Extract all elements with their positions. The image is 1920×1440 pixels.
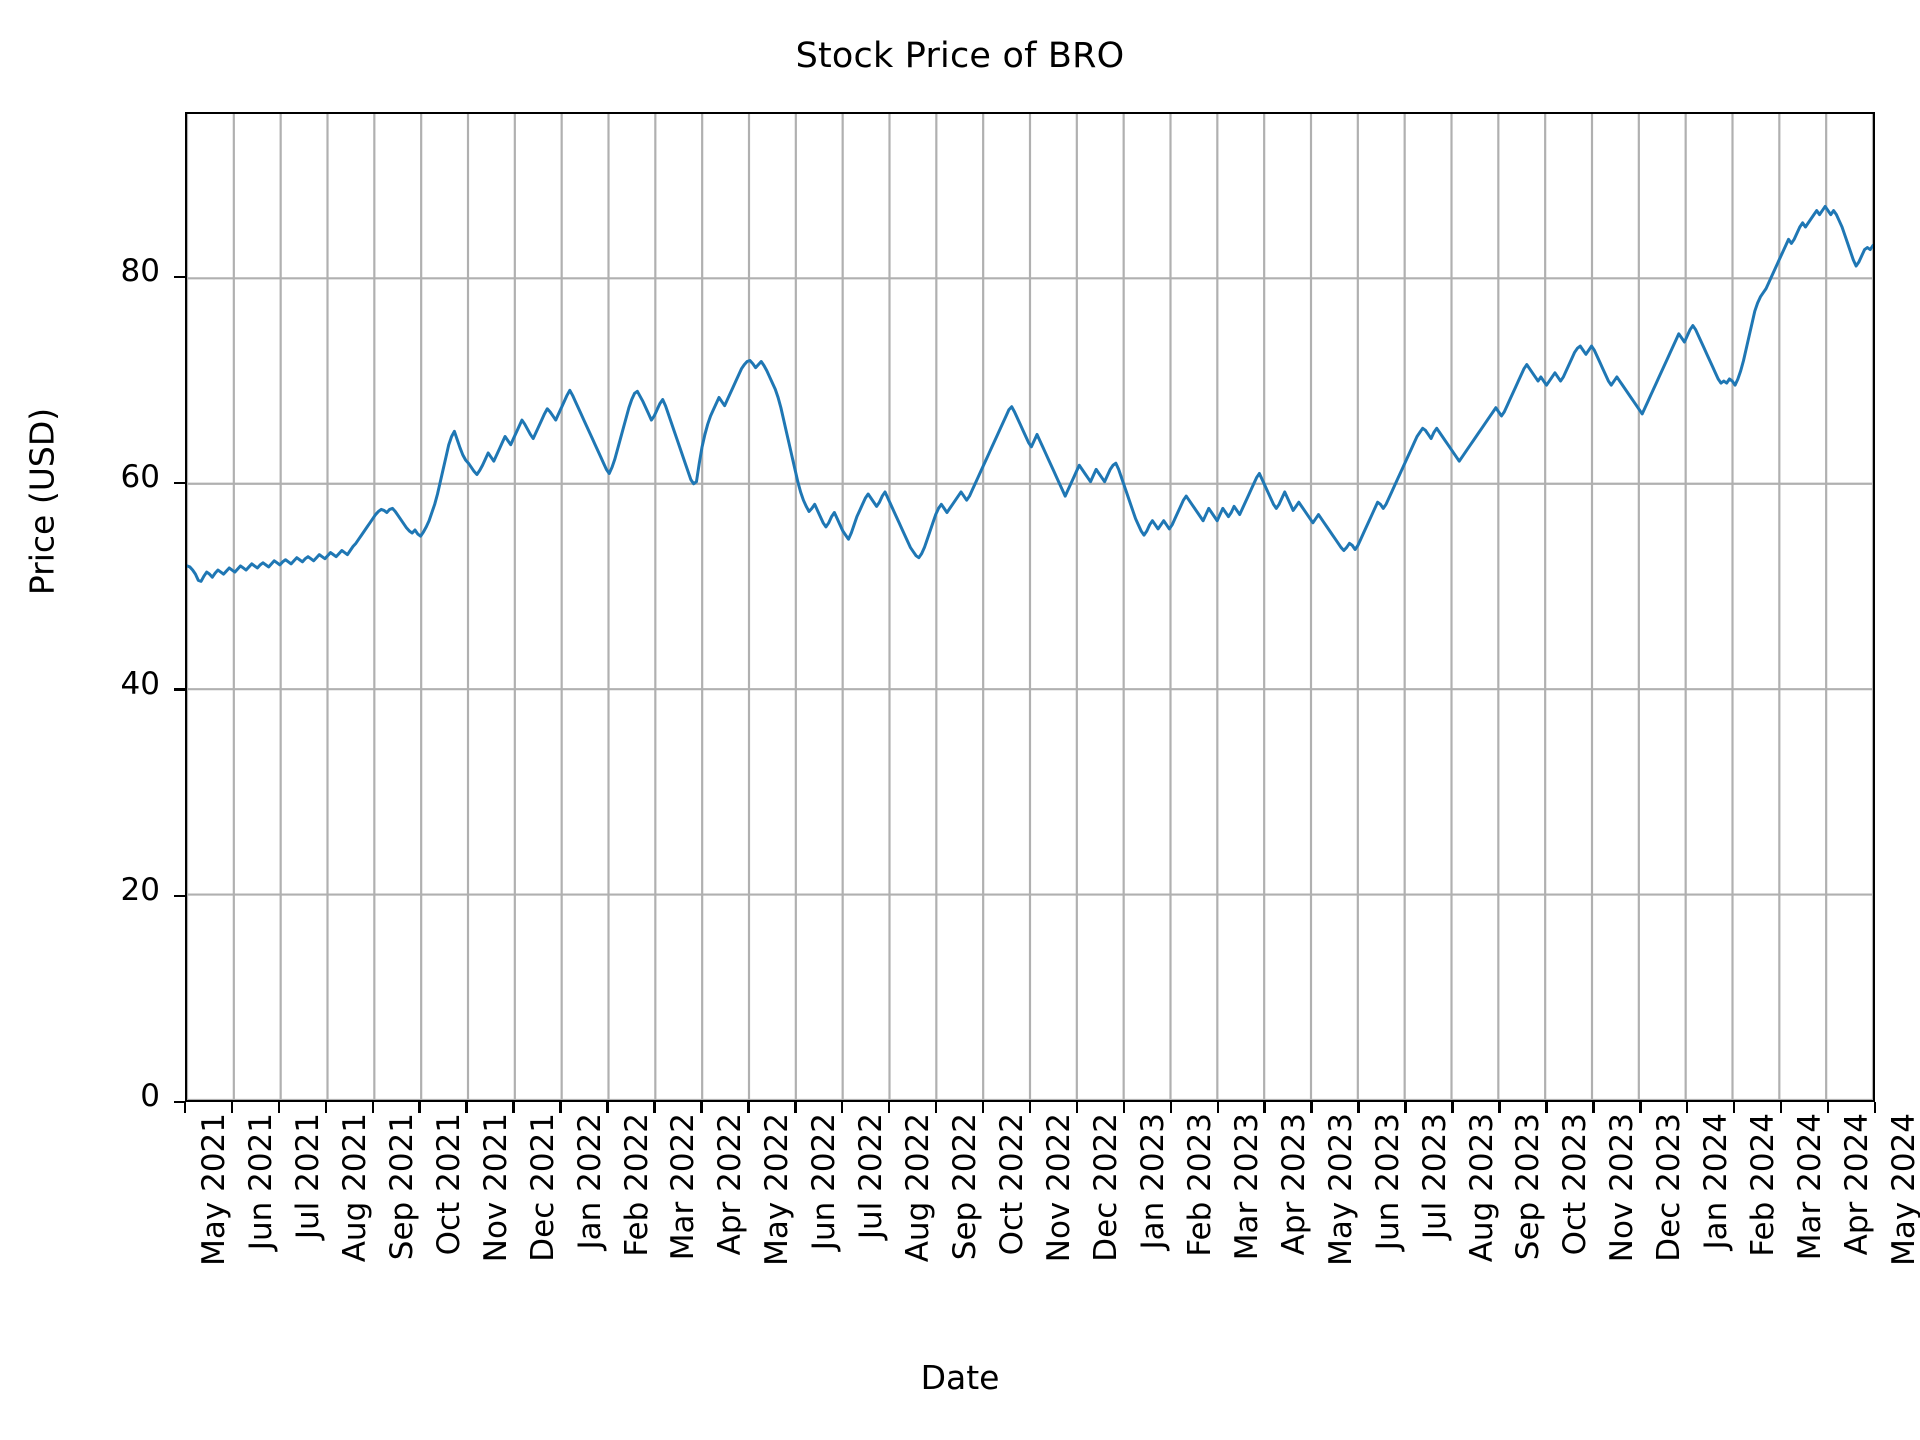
- y-tick-label: 80: [120, 253, 160, 289]
- x-tick-mark: [183, 1102, 187, 1113]
- x-tick-mark: [371, 1102, 375, 1113]
- x-tick-label: Jul 2022: [853, 1113, 890, 1240]
- x-tick-label: Jan 2023: [1134, 1113, 1171, 1250]
- x-tick-label: Mar 2023: [1228, 1113, 1265, 1261]
- x-tick-mark: [418, 1102, 421, 1113]
- x-tick-label: May 2022: [759, 1113, 796, 1266]
- x-tick-label: Jun 2022: [806, 1113, 843, 1251]
- x-tick-mark: [1310, 1102, 1313, 1113]
- x-tick-label: May 2023: [1322, 1113, 1359, 1266]
- x-tick-label: Aug 2023: [1463, 1113, 1500, 1263]
- x-tick-mark: [1451, 1102, 1454, 1113]
- x-tick-mark: [1028, 1102, 1032, 1113]
- x-tick-label: Jun 2023: [1369, 1113, 1406, 1251]
- x-tick-label: Aug 2021: [336, 1113, 373, 1263]
- x-tick-mark: [1873, 1102, 1877, 1113]
- x-tick-mark: [1732, 1102, 1736, 1113]
- x-tick-label: Jan 2022: [571, 1113, 608, 1250]
- x-tick-mark: [1169, 1102, 1173, 1113]
- x-tick-label: Nov 2022: [1041, 1113, 1077, 1263]
- x-tick-label: Mar 2022: [665, 1113, 702, 1261]
- grid-lines: [187, 114, 1873, 1100]
- x-tick-mark: [747, 1102, 750, 1113]
- x-tick-mark: [1545, 1102, 1548, 1113]
- y-tick-mark: [174, 1100, 185, 1104]
- x-tick-mark: [1498, 1102, 1501, 1113]
- y-tick-mark: [174, 481, 185, 485]
- x-tick-mark: [1779, 1102, 1783, 1113]
- price-line-series: [187, 204, 1873, 583]
- x-tick-label: Apr 2022: [712, 1113, 749, 1256]
- x-tick-mark: [1826, 1102, 1830, 1113]
- x-tick-mark: [1122, 1102, 1126, 1113]
- x-tick-label: Sep 2023: [1510, 1113, 1547, 1261]
- x-tick-label: Mar 2024: [1792, 1113, 1829, 1261]
- x-tick-mark: [1685, 1102, 1689, 1113]
- x-tick-label: May 2024: [1886, 1113, 1920, 1266]
- x-tick-label: May 2021: [196, 1113, 232, 1266]
- x-tick-label: Sep 2022: [947, 1113, 984, 1261]
- x-tick-label: Feb 2022: [618, 1113, 655, 1257]
- x-tick-label: Jul 2023: [1416, 1113, 1453, 1240]
- x-tick-label: Nov 2021: [477, 1113, 514, 1263]
- x-tick-mark: [1639, 1102, 1642, 1113]
- x-tick-label: Oct 2021: [430, 1113, 467, 1256]
- x-tick-label: Apr 2023: [1275, 1113, 1312, 1256]
- y-tick-mark: [174, 894, 185, 898]
- x-tick-label: Oct 2022: [994, 1113, 1031, 1256]
- x-tick-mark: [981, 1102, 985, 1113]
- x-tick-label: Oct 2023: [1557, 1113, 1594, 1256]
- x-tick-mark: [887, 1102, 891, 1113]
- y-tick-label: 0: [140, 1078, 160, 1114]
- x-tick-mark: [465, 1102, 468, 1113]
- x-tick-label: Jan 2024: [1698, 1113, 1735, 1250]
- x-tick-mark: [794, 1102, 797, 1113]
- x-tick-label: Aug 2022: [900, 1113, 937, 1263]
- x-tick-mark: [653, 1102, 656, 1113]
- x-tick-mark: [934, 1102, 938, 1113]
- x-tick-mark: [230, 1102, 234, 1113]
- x-tick-label: Jun 2021: [242, 1113, 279, 1251]
- x-tick-label: Sep 2021: [383, 1113, 420, 1261]
- x-tick-label: Nov 2023: [1604, 1113, 1641, 1263]
- x-tick-mark: [1075, 1102, 1079, 1113]
- x-tick-mark: [277, 1102, 281, 1113]
- x-tick-mark: [1357, 1102, 1360, 1113]
- y-tick-mark: [174, 275, 185, 279]
- x-tick-label: Dec 2021: [524, 1113, 561, 1262]
- x-tick-mark: [1263, 1102, 1266, 1113]
- x-tick-mark: [606, 1102, 609, 1113]
- plot-area: [185, 112, 1875, 1102]
- x-tick-label: Apr 2024: [1839, 1113, 1876, 1256]
- x-tick-mark: [512, 1102, 515, 1113]
- x-tick-label: Dec 2023: [1651, 1113, 1688, 1262]
- x-axis-title: Date: [920, 1358, 1000, 1397]
- x-tick-mark: [840, 1102, 844, 1113]
- x-tick-label: Feb 2024: [1745, 1113, 1782, 1257]
- y-tick-label: 60: [120, 459, 160, 496]
- x-tick-mark: [559, 1102, 562, 1113]
- chart-title: Stock Price of BRO: [795, 36, 1125, 76]
- x-tick-label: Jul 2021: [289, 1113, 326, 1240]
- x-tick-mark: [1216, 1102, 1220, 1113]
- y-tick-label: 20: [120, 871, 160, 908]
- x-tick-mark: [1404, 1102, 1407, 1113]
- x-tick-mark: [324, 1102, 328, 1113]
- x-tick-mark: [700, 1102, 703, 1113]
- x-tick-mark: [1592, 1102, 1595, 1113]
- y-tick-mark: [174, 688, 185, 691]
- x-tick-label: Feb 2023: [1181, 1113, 1218, 1257]
- x-tick-label: Dec 2022: [1087, 1113, 1124, 1262]
- y-tick-label: 40: [120, 665, 160, 702]
